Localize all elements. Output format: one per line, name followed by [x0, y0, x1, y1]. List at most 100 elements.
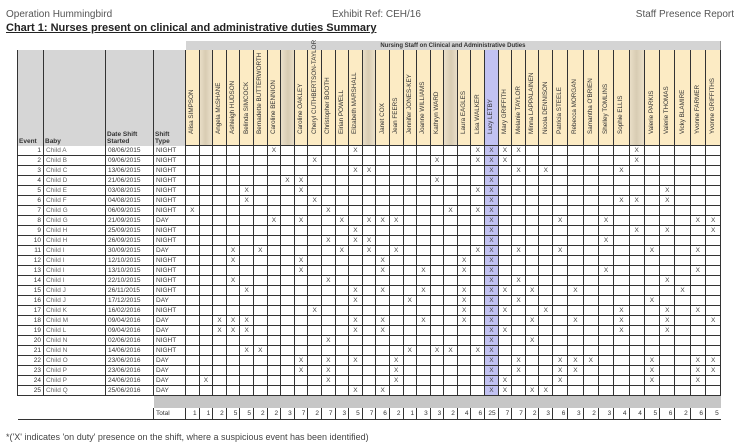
- presence-cell: X: [307, 305, 322, 316]
- presence-cell: X: [348, 235, 363, 246]
- shift-type: DAY: [153, 365, 186, 376]
- presence-cell: [567, 245, 584, 256]
- presence-cell: [628, 295, 645, 306]
- presence-cell: [334, 205, 350, 216]
- presence-cell: [185, 305, 200, 316]
- presence-cell: [280, 145, 295, 156]
- presence-cell: [429, 295, 445, 306]
- presence-cell: [185, 345, 200, 356]
- baby-name: Child I: [43, 275, 106, 286]
- presence-cell: [628, 175, 645, 186]
- presence-cell: [320, 305, 336, 316]
- presence-cell: [198, 175, 214, 186]
- presence-cell: X: [659, 325, 676, 336]
- presence-cell: [252, 205, 268, 216]
- presence-cell: [375, 365, 390, 376]
- presence-cell: [470, 315, 486, 326]
- baby-name: Child I: [43, 255, 106, 266]
- presence-cell: [375, 345, 390, 356]
- staff-column-header: Laura EAGLES: [456, 50, 472, 146]
- presence-cell: [225, 205, 241, 216]
- total-value: 6: [375, 408, 390, 420]
- presence-cell: X: [252, 245, 268, 256]
- presence-cell: [348, 175, 363, 186]
- event-number: 5: [17, 185, 44, 196]
- presence-cell: X: [334, 215, 350, 226]
- presence-cell: [659, 295, 676, 306]
- presence-cell: [185, 245, 200, 256]
- presence-cell: X: [348, 325, 363, 336]
- presence-cell: [293, 245, 309, 256]
- presence-cell: [689, 205, 707, 216]
- shift-date: 25/09/2015: [105, 225, 154, 236]
- presence-cell: [348, 305, 363, 316]
- presence-cell: [511, 265, 526, 276]
- staff-column-header: Patricia STEELE: [552, 50, 569, 146]
- presence-cell: [689, 195, 707, 206]
- presence-cell: [643, 225, 661, 236]
- presence-cell: [293, 165, 309, 176]
- shift-type: NIGHT: [153, 255, 186, 266]
- presence-cell: [552, 285, 569, 296]
- presence-cell: X: [567, 355, 584, 366]
- presence-cell: [375, 205, 390, 216]
- presence-cell: [239, 305, 254, 316]
- presence-cell: [704, 275, 722, 286]
- staff-name: Vicky BLAMIRE: [678, 89, 686, 134]
- presence-cell: [443, 305, 458, 316]
- presence-cell: [613, 215, 630, 226]
- presence-cell: [225, 195, 241, 206]
- presence-cell: [307, 325, 322, 336]
- staff-presence-table: Nursing Staff on Clinical and Administra…: [17, 40, 722, 420]
- presence-cell: [266, 345, 282, 356]
- presence-cell: [402, 355, 418, 366]
- staff-name: Rebecca MORGAN: [571, 79, 579, 134]
- presence-cell: [524, 185, 540, 196]
- table-row: 5 Child E 03/08/2015 NIGHT X X X X X: [17, 185, 722, 196]
- presence-cell: [524, 295, 540, 306]
- presence-cell: [674, 145, 691, 156]
- presence-cell: [582, 315, 599, 326]
- presence-cell: [239, 245, 254, 256]
- presence-cell: [643, 275, 661, 286]
- total-value: 2: [307, 408, 322, 420]
- presence-cell: [552, 295, 569, 306]
- presence-cell: [674, 215, 691, 226]
- presence-cell: X: [388, 245, 404, 256]
- presence-cell: [252, 335, 268, 346]
- presence-cell: X: [484, 155, 499, 166]
- presence-cell: [266, 155, 282, 166]
- presence-cell: [659, 235, 676, 246]
- total-value: 6: [689, 408, 706, 420]
- presence-cell: [552, 195, 569, 206]
- event-header: Event: [17, 50, 44, 146]
- presence-cell: [388, 295, 404, 306]
- shift-type: NIGHT: [153, 195, 186, 206]
- presence-cell: [538, 345, 554, 356]
- presence-cell: [597, 385, 615, 396]
- presence-cell: [470, 235, 486, 246]
- presence-cell: [497, 365, 513, 376]
- presence-cell: [674, 175, 691, 186]
- baby-name: Child K: [43, 305, 106, 316]
- presence-cell: [402, 165, 418, 176]
- presence-cell: [429, 165, 445, 176]
- presence-cell: [524, 195, 540, 206]
- presence-cell: [470, 355, 486, 366]
- presence-cell: X: [456, 295, 472, 306]
- presence-cell: [293, 375, 309, 386]
- presence-cell: [334, 385, 350, 396]
- presence-cell: X: [511, 165, 526, 176]
- presence-cell: [361, 345, 377, 356]
- total-value: 2: [252, 408, 268, 420]
- shift-type: DAY: [153, 325, 186, 336]
- presence-cell: [511, 215, 526, 226]
- presence-cell: [416, 225, 431, 236]
- table-row: 6 Child F 04/08/2015 NIGHT X X X X X X: [17, 195, 722, 206]
- presence-cell: [348, 195, 363, 206]
- staff-name: Melanie TAYLOR: [514, 86, 522, 134]
- presence-cell: [443, 255, 458, 266]
- presence-cell: X: [643, 295, 661, 306]
- presence-cell: X: [388, 355, 404, 366]
- presence-cell: [198, 225, 214, 236]
